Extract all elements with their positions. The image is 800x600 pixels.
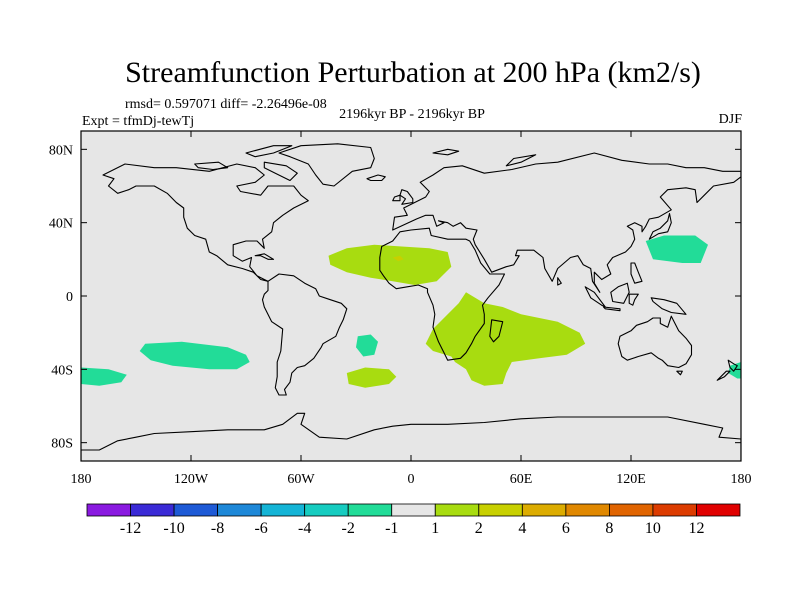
contour-region-3 <box>139 341 250 370</box>
coastline-south-america <box>261 273 348 396</box>
colorbar-label: 10 <box>645 520 661 537</box>
coastline-africa <box>379 227 506 361</box>
colorbar-label: 2 <box>475 520 483 537</box>
colorbar-swatch-2 <box>173 503 219 517</box>
colorbar: -12 -10 -8 -6 -4 -2 -1 1 2 4 6 8 10 12 <box>86 503 741 537</box>
coastline-sulawesi <box>628 293 639 306</box>
x-tick-label: 180 <box>71 472 92 487</box>
coastline-cuba <box>254 253 275 260</box>
contour-region-6 <box>346 367 397 388</box>
coastline-japan <box>648 212 672 240</box>
coastline-borneo <box>610 282 630 304</box>
period-label: 2196kyr BP - 2196kyr BP <box>339 107 485 122</box>
colorbar-swatch-5 <box>304 503 349 517</box>
coastline-new-zealand-south <box>716 370 731 381</box>
contour-region-0 <box>328 244 452 285</box>
coastline-java <box>602 306 621 312</box>
coastline-ellesmere-island <box>245 145 293 158</box>
colorbar-swatch-6 <box>347 503 393 517</box>
y-tick-label: 80N <box>49 143 73 158</box>
contour-region-5 <box>356 334 378 357</box>
coastline-iceland <box>366 174 386 182</box>
coastline-greenland <box>278 143 375 187</box>
colorbar-label: 8 <box>605 520 613 537</box>
coastline-tasmania <box>676 370 683 376</box>
map-background <box>81 131 741 461</box>
colorbar-swatch-10 <box>521 503 567 517</box>
colorbar-swatch-12 <box>609 503 654 517</box>
colorbar-swatch-1 <box>130 503 175 517</box>
x-tick-label: 120W <box>174 472 209 487</box>
coastline-new-guinea <box>650 297 687 315</box>
colorbar-swatch-8 <box>434 503 480 517</box>
colorbar-swatch-7 <box>391 503 436 517</box>
y-tick-label: 40S <box>51 363 73 378</box>
coastline-baffin-island <box>263 161 298 182</box>
coastline-north-america <box>102 163 309 282</box>
x-tick-label: 180 <box>731 472 752 487</box>
y-tick-label: 40N <box>49 217 73 232</box>
stats-line: rmsd= 0.597071 diff= -2.26496e-08 <box>125 97 327 112</box>
season-label: DJF <box>719 112 743 127</box>
colorbar-swatch-4 <box>260 503 306 517</box>
experiment-label: Expt = tfmDj-tewTj <box>82 114 194 129</box>
colorbar-label: 12 <box>688 520 704 537</box>
colorbar-label: 4 <box>518 520 526 537</box>
x-tick-label: 0 <box>408 472 415 487</box>
chart-title: Streamfunction Perturbation at 200 hPa (… <box>125 56 701 89</box>
colorbar-label: -2 <box>342 520 355 537</box>
coastline-australia <box>617 315 693 369</box>
colorbar-label: -1 <box>385 520 398 537</box>
colorbar-swatch-0 <box>86 503 131 517</box>
contour-region-4 <box>81 367 127 386</box>
coastline-great-britain <box>399 189 414 205</box>
colorbar-label: -4 <box>298 520 311 537</box>
coastline-eurasia <box>392 152 741 293</box>
coastline-sri-lanka <box>557 277 562 286</box>
colorbar-label: -8 <box>211 520 224 537</box>
x-tick-label: 120E <box>616 472 646 487</box>
contour-region-1 <box>392 255 404 262</box>
y-tick-label: 0 <box>66 290 73 305</box>
coastline-madagascar <box>489 319 504 343</box>
coastline-antarctica <box>81 412 741 461</box>
coastline-svalbard <box>432 148 460 156</box>
coastlines <box>81 143 741 461</box>
colorbar-label: 1 <box>431 520 439 537</box>
coastline-novaya-zemlya <box>505 154 537 167</box>
colorbar-swatch-9 <box>478 503 523 517</box>
colorbar-swatch-14 <box>696 503 741 517</box>
x-tick-label: 60E <box>510 472 533 487</box>
coastline-victoria-island <box>194 161 229 171</box>
contour-region-7 <box>645 235 708 263</box>
x-tick-label: 60W <box>287 472 315 487</box>
contour-region-2 <box>425 292 586 386</box>
colorbar-swatch-13 <box>652 503 697 517</box>
colorbar-label: 6 <box>562 520 570 537</box>
map-axes: 180 120W 60W 0 60E 120E 180 80N 40N 0 40S 80S <box>49 131 752 487</box>
colorbar-swatch-11 <box>565 503 610 517</box>
coastline-sumatra <box>584 286 606 308</box>
coastline-new-zealand-north <box>727 359 738 372</box>
y-tick-label: 80S <box>51 437 73 452</box>
colorbar-label: -12 <box>120 520 141 537</box>
coastline-ireland <box>392 194 401 202</box>
colorbar-label: -6 <box>254 520 267 537</box>
colorbar-label: -10 <box>163 520 184 537</box>
colorbar-swatch-3 <box>217 503 262 517</box>
coastline-philippines <box>630 262 643 284</box>
